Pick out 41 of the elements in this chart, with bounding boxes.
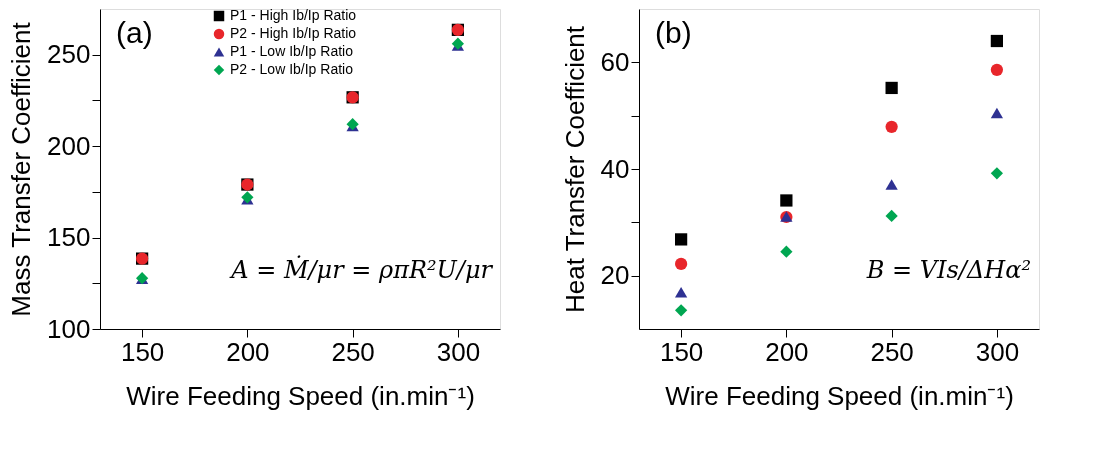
point <box>990 63 1004 76</box>
y-tick-label: 100 <box>47 313 91 344</box>
point <box>885 81 898 95</box>
x-tick-label: 300 <box>975 336 1020 367</box>
point <box>990 107 1004 119</box>
x-axis-title: Wire Feeding Speed (in.min⁻¹) <box>126 380 475 411</box>
annotation: (a) <box>116 15 153 49</box>
point <box>674 257 688 271</box>
point <box>674 286 688 298</box>
point <box>674 304 688 317</box>
y-tick-label: 250 <box>47 39 91 70</box>
legend-label: P2 - High Ib/Ip Ratio <box>230 25 357 41</box>
x-axis-title: Wire Feeding Speed (in.min⁻¹) <box>665 380 1014 411</box>
x-tick-label: 200 <box>765 336 809 367</box>
y-tick-label: 20 <box>600 260 630 291</box>
y-tick-label: 200 <box>47 130 91 161</box>
annotation: (b) <box>655 15 692 49</box>
y-tick-label: 60 <box>600 46 630 77</box>
point <box>885 179 898 190</box>
point <box>780 245 793 258</box>
legend-label: P1 - High Ib/Ip Ratio <box>230 7 357 23</box>
x-tick-label: 150 <box>120 336 165 367</box>
legend-label: P1 - Low Ib/Ip Ratio <box>230 43 354 59</box>
point <box>674 233 688 246</box>
point <box>780 194 793 207</box>
x-tick-label: 250 <box>870 336 914 367</box>
y-axis-title: Heat Transfer Coefficient <box>559 25 590 314</box>
y-tick-label: 40 <box>600 153 630 184</box>
x-tick-label: 200 <box>226 336 270 367</box>
x-tick-label: 300 <box>436 336 481 367</box>
annotation: B = VIs/ΔHα² <box>865 255 1031 284</box>
annotation: A = Ṁ/μr = ρπR²U/μr <box>229 254 494 284</box>
point <box>990 167 1004 180</box>
y-axis-title: Mass Transfer Coefficient <box>6 21 37 317</box>
x-tick-label: 250 <box>331 336 375 367</box>
point <box>885 120 898 133</box>
point <box>990 34 1004 48</box>
point <box>885 209 898 223</box>
legend-label: P2 - Low Ib/Ip Ratio <box>230 61 354 77</box>
x-tick-label: 150 <box>659 336 704 367</box>
y-tick-label: 150 <box>47 222 91 253</box>
